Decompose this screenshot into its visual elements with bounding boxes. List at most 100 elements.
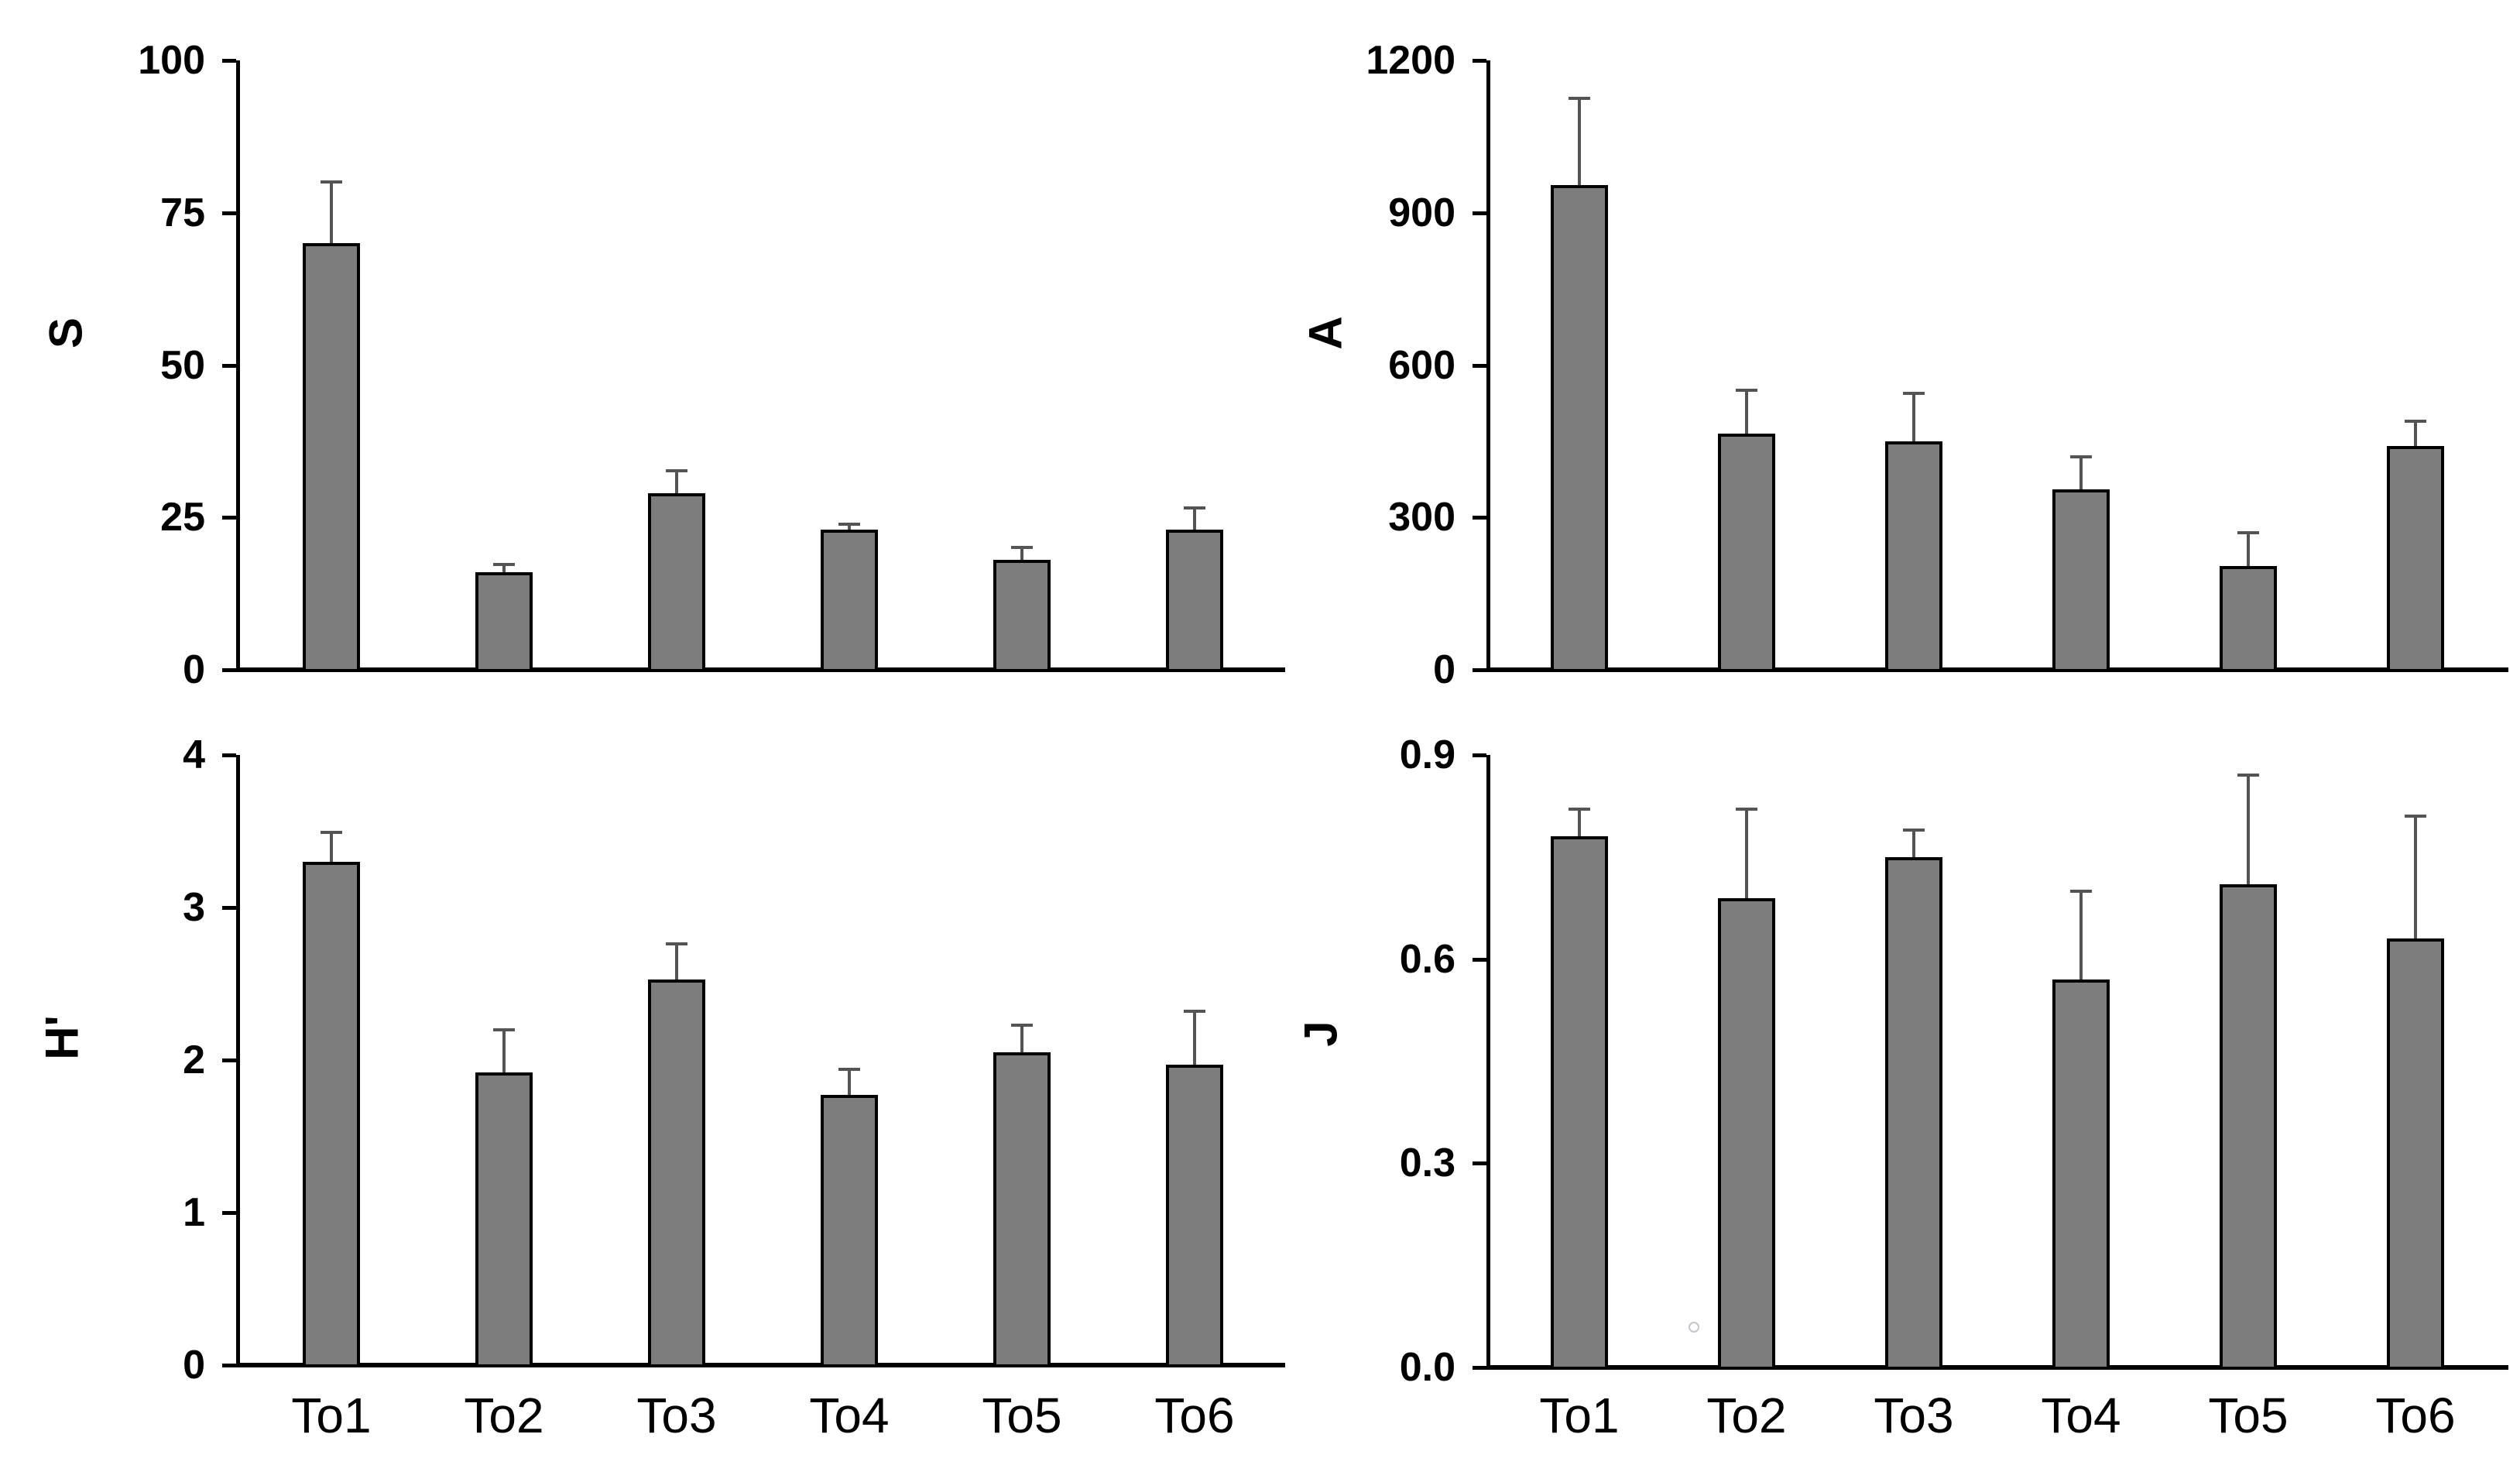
bar-To1 bbox=[303, 243, 360, 672]
y-tick-mark bbox=[222, 211, 236, 215]
y-axis-line bbox=[236, 60, 240, 672]
error-bar-cap-To1 bbox=[321, 831, 342, 835]
y-axis-title: J bbox=[1294, 1021, 1347, 1047]
y-tick-label: 2 bbox=[183, 1038, 205, 1082]
bar-To5 bbox=[2220, 883, 2277, 1370]
x-category-label: To5 bbox=[2208, 1388, 2289, 1443]
error-bar-To1 bbox=[1578, 98, 1581, 185]
error-bar-To5 bbox=[2247, 775, 2250, 884]
error-bar-cap-To5 bbox=[1011, 1023, 1033, 1027]
error-bar-To2 bbox=[502, 564, 506, 573]
error-bar-To2 bbox=[1745, 809, 1748, 898]
bar-To5 bbox=[993, 1052, 1051, 1367]
bar-To1 bbox=[303, 861, 360, 1367]
y-tick-mark bbox=[222, 1364, 236, 1367]
bar-To6 bbox=[1166, 529, 1223, 672]
y-tick-mark bbox=[1473, 363, 1486, 368]
error-bar-cap-To3 bbox=[666, 942, 687, 946]
error-bar-To4 bbox=[2079, 456, 2083, 490]
y-tick-mark bbox=[1473, 1366, 1486, 1370]
x-axis-line bbox=[1490, 1365, 2508, 1370]
y-tick-mark bbox=[222, 753, 236, 757]
error-bar-To1 bbox=[330, 832, 333, 862]
y-tick-label: 0 bbox=[1433, 647, 1455, 692]
error-bar-cap-To6 bbox=[1184, 1009, 1205, 1013]
error-bar-cap-To3 bbox=[1903, 391, 1925, 395]
bar-To4 bbox=[821, 529, 878, 672]
y-tick-label: 4 bbox=[183, 732, 205, 777]
y-axis-title: H' bbox=[36, 1015, 88, 1060]
y-tick-label: 100 bbox=[138, 38, 205, 83]
error-bar-cap-To6 bbox=[1184, 506, 1205, 509]
error-bar-cap-To2 bbox=[493, 562, 515, 566]
y-axis-title: A bbox=[1299, 316, 1352, 350]
bar-To6 bbox=[1166, 1064, 1223, 1367]
x-category-label: To6 bbox=[1154, 1388, 1235, 1443]
error-bar-To6 bbox=[1193, 507, 1196, 530]
x-category-label: To1 bbox=[291, 1388, 372, 1443]
error-bar-To2 bbox=[502, 1029, 506, 1072]
bar-To3 bbox=[1885, 441, 1942, 672]
stray-circle-mark bbox=[1689, 1322, 1699, 1333]
error-bar-cap-To5 bbox=[2237, 774, 2259, 777]
y-tick-label: 900 bbox=[1388, 190, 1455, 235]
y-tick-label: 0 bbox=[183, 1343, 205, 1388]
error-bar-cap-To2 bbox=[1736, 808, 1757, 811]
y-tick-label: 600 bbox=[1388, 342, 1455, 388]
y-tick-mark bbox=[222, 516, 236, 520]
y-tick-label: 0.9 bbox=[1399, 732, 1455, 777]
error-bar-cap-To6 bbox=[2405, 419, 2426, 423]
x-category-label: To1 bbox=[1539, 1388, 1620, 1443]
x-axis-line bbox=[240, 667, 1285, 672]
bar-To2 bbox=[475, 1072, 533, 1367]
y-tick-mark bbox=[222, 1211, 236, 1215]
y-tick-mark bbox=[1473, 516, 1486, 520]
bar-To5 bbox=[993, 560, 1051, 672]
y-tick-mark bbox=[1473, 957, 1486, 962]
x-category-label: To5 bbox=[982, 1388, 1062, 1443]
y-tick-mark bbox=[222, 59, 236, 63]
bar-To3 bbox=[648, 492, 705, 672]
error-bar-cap-To1 bbox=[1569, 97, 1590, 101]
y-tick-mark bbox=[1473, 211, 1486, 215]
y-tick-label: 1200 bbox=[1366, 38, 1455, 83]
bar-To6 bbox=[2387, 446, 2444, 672]
error-bar-cap-To2 bbox=[1736, 389, 1757, 393]
y-tick-mark bbox=[222, 668, 236, 672]
error-bar-To6 bbox=[1193, 1010, 1196, 1065]
y-tick-mark bbox=[1473, 753, 1486, 757]
error-bar-To4 bbox=[2079, 890, 2083, 980]
error-bar-To6 bbox=[2414, 816, 2417, 939]
x-axis-line bbox=[240, 1363, 1285, 1367]
x-category-label: To2 bbox=[1706, 1388, 1787, 1443]
y-tick-label: 25 bbox=[160, 495, 205, 540]
error-bar-To4 bbox=[848, 1069, 851, 1096]
x-category-label: To4 bbox=[809, 1388, 890, 1443]
error-bar-To1 bbox=[330, 182, 333, 244]
error-bar-To5 bbox=[2247, 532, 2250, 566]
x-category-label: To3 bbox=[636, 1388, 717, 1443]
error-bar-To3 bbox=[1912, 393, 1915, 441]
error-bar-cap-To5 bbox=[1011, 545, 1033, 549]
error-bar-cap-To1 bbox=[321, 180, 342, 184]
y-tick-mark bbox=[222, 906, 236, 910]
error-bar-To1 bbox=[1578, 809, 1581, 837]
y-axis-line bbox=[1486, 755, 1490, 1370]
bar-To2 bbox=[1718, 434, 1775, 672]
y-tick-label: 3 bbox=[183, 885, 205, 930]
error-bar-cap-To3 bbox=[1903, 828, 1925, 832]
x-category-label: To4 bbox=[2041, 1388, 2121, 1443]
y-tick-label: 0.6 bbox=[1399, 936, 1455, 982]
x-category-label: To6 bbox=[2375, 1388, 2456, 1443]
bar-To4 bbox=[821, 1095, 878, 1367]
bar-To1 bbox=[1551, 184, 1608, 672]
y-axis-title: S bbox=[39, 317, 92, 349]
error-bar-To3 bbox=[1912, 829, 1915, 857]
y-tick-label: 50 bbox=[160, 342, 205, 388]
error-bar-cap-To4 bbox=[2070, 455, 2092, 458]
error-bar-cap-To6 bbox=[2405, 815, 2426, 818]
error-bar-To4 bbox=[848, 523, 851, 530]
error-bar-To6 bbox=[2414, 420, 2417, 447]
error-bar-cap-To3 bbox=[666, 469, 687, 473]
x-category-label: To3 bbox=[1874, 1388, 1954, 1443]
